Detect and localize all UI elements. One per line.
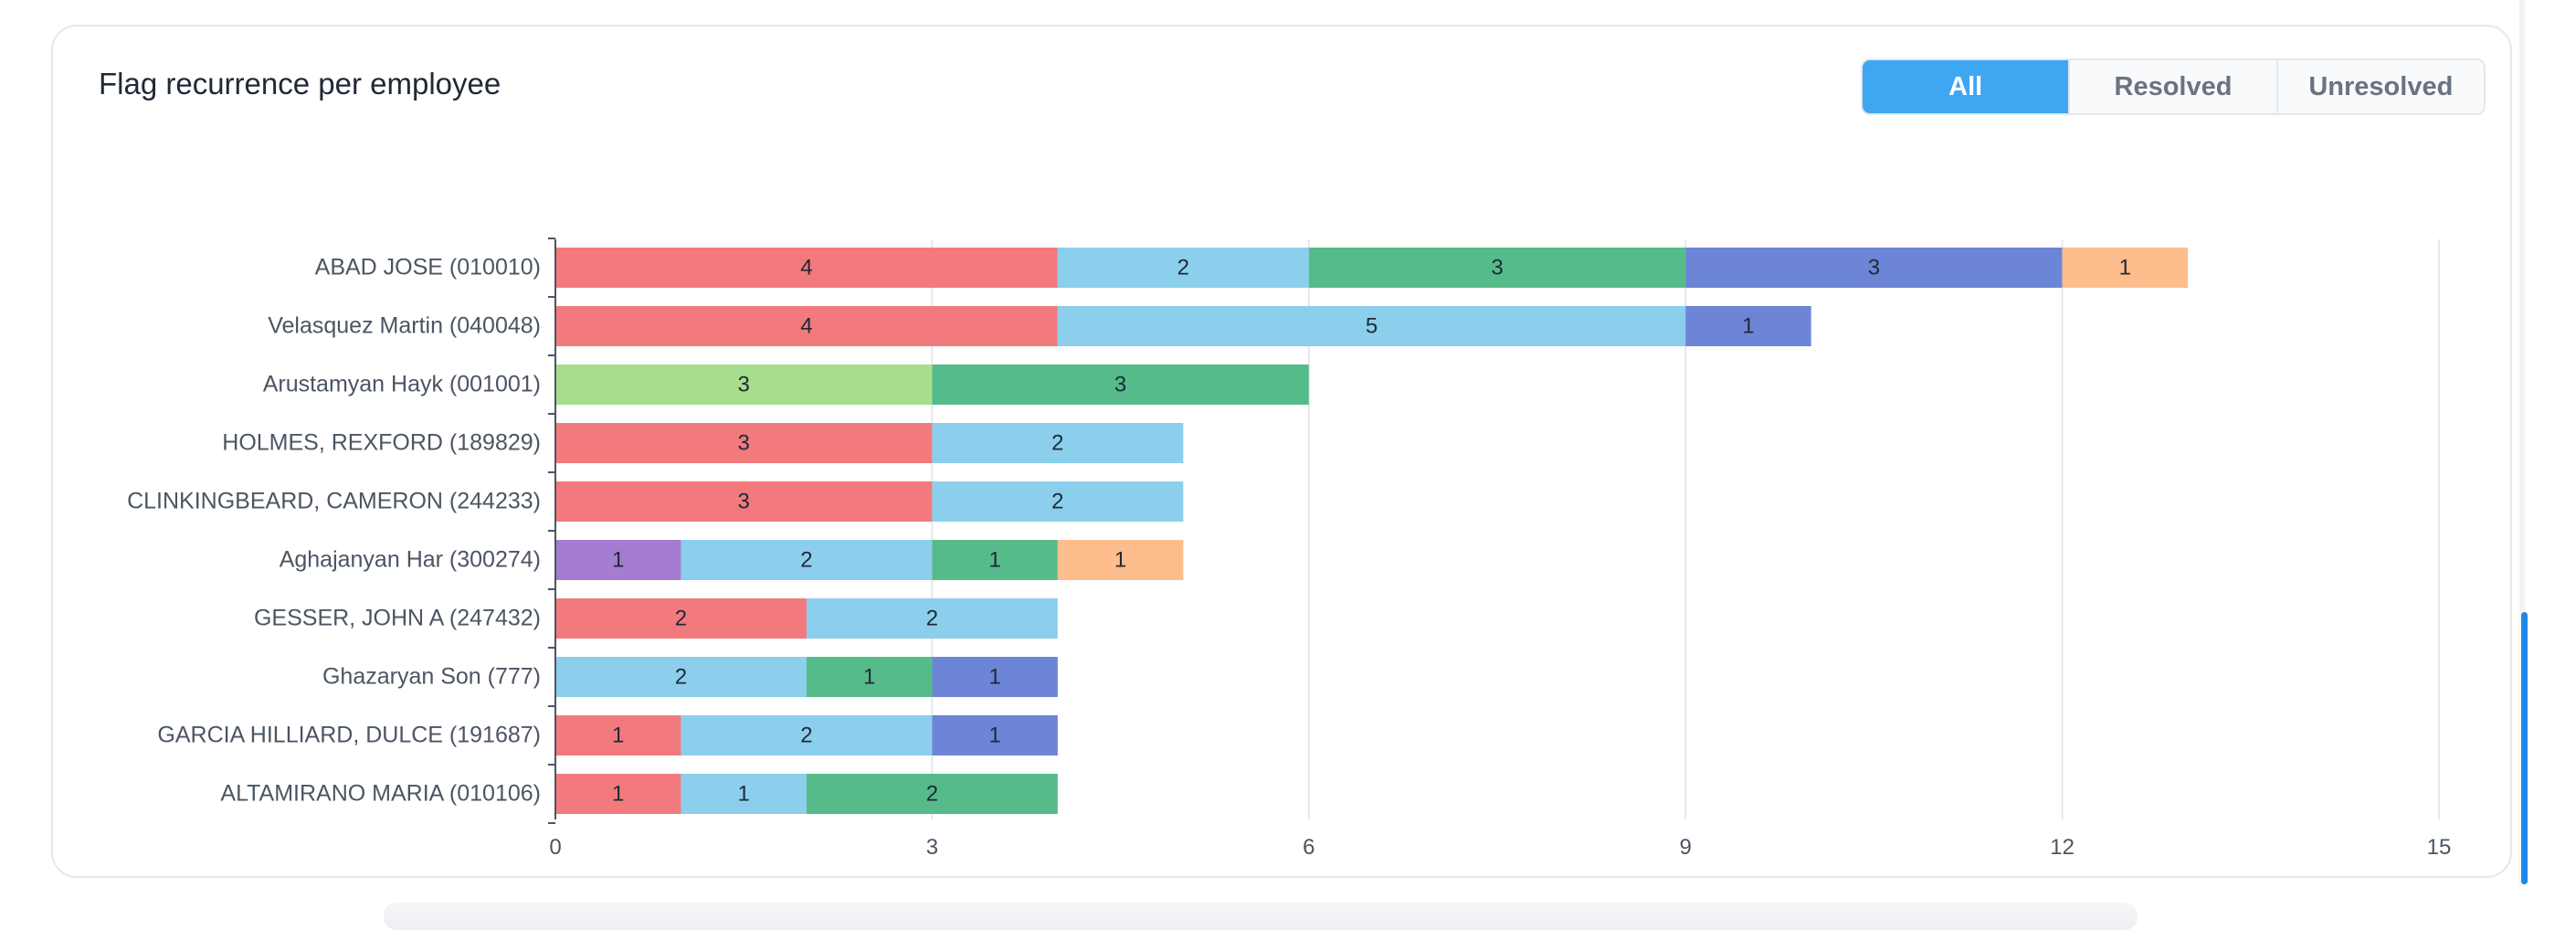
category-label: Aghajanyan Har (300274)	[280, 547, 541, 573]
bar-value-label: 1	[863, 664, 875, 689]
bar-segment	[555, 306, 1058, 346]
bar-segment	[681, 715, 933, 756]
bar-segment	[681, 540, 933, 580]
bar-segment	[555, 423, 933, 463]
category-label: GESSER, JOHN A (247432)	[254, 606, 541, 631]
bar-segment	[932, 715, 1058, 756]
x-tick-label: 0	[549, 835, 561, 860]
bar-value-label: 5	[1366, 313, 1378, 338]
category-label: ALTAMIRANO MARIA (010106)	[220, 781, 541, 807]
category-label: GARCIA HILLIARD, DULCE (191687)	[157, 723, 541, 748]
filter-all-button[interactable]: All	[1863, 60, 2071, 113]
x-tick-label: 12	[2050, 835, 2075, 860]
bar-value-label: 1	[2119, 255, 2131, 280]
bar-segment	[555, 598, 807, 639]
status-filter: All Resolved Unresolved	[1861, 58, 2486, 115]
x-tick-label: 15	[2427, 835, 2452, 860]
bar-value-label: 1	[988, 664, 1000, 689]
bar-segment	[555, 481, 933, 522]
bar-value-label: 3	[1114, 372, 1126, 396]
card-title: Flag recurrence per employee	[99, 67, 501, 100]
category-label: Arustamyan Hayk (001001)	[263, 372, 541, 397]
bar-segment	[932, 540, 1058, 580]
bar-segment	[555, 774, 681, 814]
x-tick-label: 6	[1303, 835, 1314, 860]
bar-segment	[1057, 306, 1686, 346]
bar-segment	[1308, 248, 1686, 288]
category-label: HOLMES, REXFORD (189829)	[222, 430, 541, 456]
bar-value-label: 3	[1491, 255, 1503, 280]
bar-value-label: 2	[800, 723, 812, 747]
bar-value-label: 2	[675, 606, 687, 630]
bar-value-label: 1	[612, 781, 624, 806]
bar-segment	[555, 715, 681, 756]
bar-value-label: 1	[612, 547, 624, 572]
bar-segment	[932, 365, 1309, 405]
bar-value-label: 2	[675, 664, 687, 689]
bar-segment	[555, 540, 681, 580]
bar-value-label: 3	[1868, 255, 1880, 280]
bar-segment	[681, 774, 807, 814]
scrollbar-thumb[interactable]	[2521, 612, 2528, 884]
category-label: ABAD JOSE (010010)	[315, 255, 541, 280]
scrollbar-track[interactable]	[2519, 0, 2525, 886]
bar-value-label: 2	[1177, 255, 1189, 280]
bar-segment	[932, 657, 1058, 697]
filter-unresolved-button[interactable]: Unresolved	[2308, 71, 2454, 101]
filter-resolved-button[interactable]: Resolved	[2070, 60, 2278, 113]
bar-segment	[932, 423, 1184, 463]
bar-segment	[806, 598, 1058, 639]
category-label: Ghazaryan Son (777)	[322, 664, 541, 690]
bar-value-label: 2	[1051, 430, 1063, 455]
bar-value-label: 2	[800, 547, 812, 572]
bar-value-label: 2	[1051, 489, 1063, 513]
bar-value-label: 3	[738, 489, 750, 513]
category-label: CLINKINGBEARD, CAMERON (244233)	[127, 489, 541, 514]
bar-value-label: 1	[988, 547, 1000, 572]
bar-segment	[555, 657, 807, 697]
bar-segment	[1057, 540, 1184, 580]
bar-segment	[1685, 248, 2063, 288]
bar-value-label: 1	[1114, 547, 1126, 572]
bar-value-label: 1	[738, 781, 750, 806]
x-tick-label: 9	[1680, 835, 1692, 860]
bar-value-label: 4	[800, 255, 812, 280]
bar-value-label: 1	[1742, 313, 1754, 338]
flag-recurrence-card: Flag recurrence per employee All Resolve…	[51, 25, 2512, 878]
bar-value-label: 1	[612, 723, 624, 747]
bar-value-label: 3	[738, 372, 750, 396]
bar-segment	[1057, 248, 1309, 288]
card-shadow	[384, 903, 2138, 930]
bar-segment	[2062, 248, 2189, 288]
category-label: Velasquez Martin (040048)	[268, 313, 541, 339]
bar-segment	[932, 481, 1184, 522]
bar-value-label: 4	[800, 313, 812, 338]
x-tick-label: 3	[926, 835, 938, 860]
bar-segment	[555, 248, 1058, 288]
bar-segment	[555, 365, 933, 405]
bar-segment	[806, 774, 1058, 814]
bar-value-label: 2	[926, 606, 938, 630]
bar-value-label: 3	[738, 430, 750, 455]
bar-value-label: 2	[926, 781, 938, 806]
bar-value-label: 1	[988, 723, 1000, 747]
bar-segment	[806, 657, 933, 697]
bar-segment	[1685, 306, 1811, 346]
